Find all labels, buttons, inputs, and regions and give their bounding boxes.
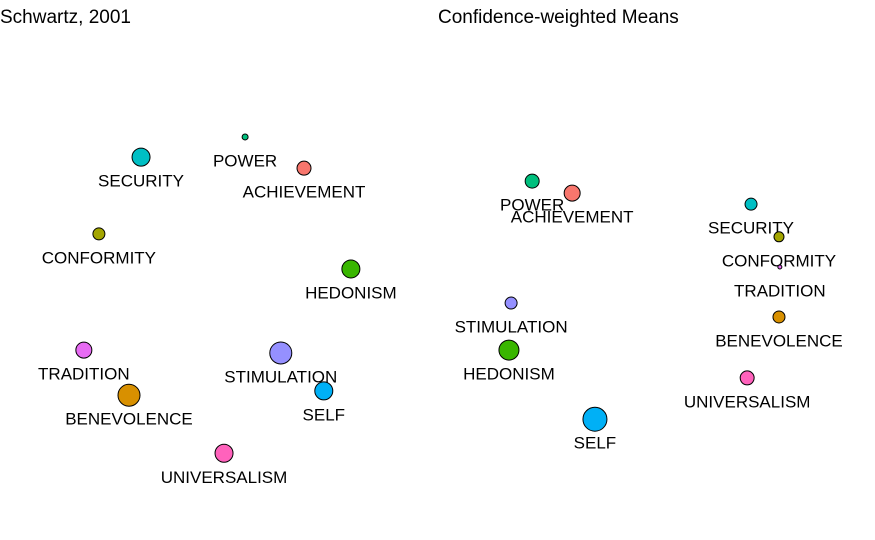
point-label: SELF	[303, 405, 346, 424]
point	[75, 341, 93, 359]
point-label: STIMULATION	[455, 318, 568, 337]
point-label: HEDONISM	[305, 283, 397, 302]
point	[744, 197, 758, 211]
point-label: CONFORMITY	[42, 248, 156, 267]
panel-title: Schwartz, 2001	[0, 7, 131, 28]
point	[563, 184, 581, 202]
point-label: SECURITY	[708, 219, 794, 238]
point-label: SELF	[574, 434, 617, 453]
point	[777, 264, 783, 270]
point-label: POWER	[213, 151, 277, 170]
point	[131, 147, 151, 167]
point	[117, 383, 141, 407]
point-label: TRADITION	[38, 365, 130, 384]
point	[269, 341, 293, 365]
point	[214, 443, 234, 463]
point-label: HEDONISM	[463, 365, 555, 384]
point-label: SECURITY	[98, 172, 184, 191]
point	[772, 310, 786, 324]
point	[773, 231, 785, 243]
point	[504, 296, 518, 310]
point	[314, 381, 334, 401]
point	[582, 406, 608, 432]
point-label: BENEVOLENCE	[715, 331, 843, 350]
point	[241, 133, 249, 141]
point-label: UNIVERSALISM	[161, 468, 288, 487]
point-label: ACHIEVEMENT	[511, 208, 634, 227]
point-label: STIMULATION	[224, 367, 337, 386]
point-label: BENEVOLENCE	[65, 410, 193, 429]
point	[498, 339, 520, 361]
point	[341, 259, 361, 279]
panel-title: Confidence-weighted Means	[438, 7, 679, 28]
point	[739, 370, 755, 386]
point-label: POWER	[500, 196, 564, 215]
point-label: UNIVERSALISM	[684, 392, 811, 411]
point-label: ACHIEVEMENT	[243, 183, 366, 202]
point	[92, 227, 106, 241]
point-label: CONFORMITY	[722, 251, 836, 270]
point	[524, 173, 540, 189]
point-label: TRADITION	[734, 282, 826, 301]
point	[296, 160, 312, 176]
